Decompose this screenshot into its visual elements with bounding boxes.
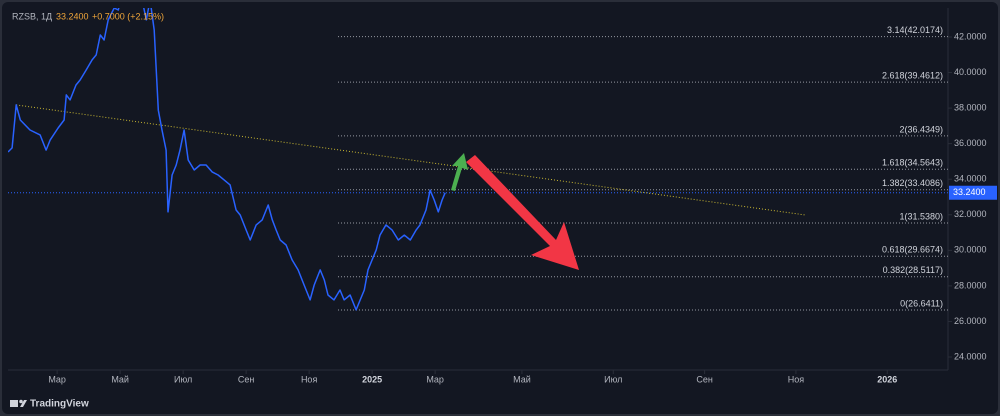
header-price: 33.2400 bbox=[56, 11, 89, 21]
fib-label: 1(31.5380) bbox=[899, 211, 943, 221]
x-tick-label: Ноя bbox=[301, 374, 318, 384]
fib-label: 2(36.4349) bbox=[899, 124, 943, 134]
x-tick-label: 2025 bbox=[362, 374, 382, 384]
y-tick-label: 24.0000 bbox=[954, 351, 987, 361]
price-line bbox=[8, 8, 446, 311]
x-tick-label: Май bbox=[111, 374, 129, 384]
header-change: +0.7000 (+2.15%) bbox=[92, 11, 164, 21]
fib-label: 1.618(34.5643) bbox=[882, 158, 943, 168]
fib-label: 1.382(33.4086) bbox=[882, 178, 943, 188]
x-tick-label: Июл bbox=[604, 374, 622, 384]
x-tick-label: Мар bbox=[48, 374, 66, 384]
x-tick-label: Мар bbox=[426, 374, 444, 384]
plot-area bbox=[8, 8, 948, 311]
fib-label: 0(26.6411) bbox=[900, 298, 943, 308]
trendline bbox=[16, 104, 806, 216]
y-tick-label: 28.0000 bbox=[954, 280, 987, 290]
x-tick-label: Ноя bbox=[788, 374, 805, 384]
logo bbox=[10, 399, 27, 407]
x-tick-label: Июл bbox=[174, 374, 192, 384]
y-tick-label: 38.0000 bbox=[954, 102, 987, 112]
price-badge bbox=[949, 185, 997, 200]
y-tick-label: 32.0000 bbox=[954, 209, 987, 219]
symbol: RZSB, 1Д bbox=[12, 11, 52, 21]
x-tick-label: Сен bbox=[696, 374, 713, 384]
fib-label: 0.382(28.5117) bbox=[883, 265, 943, 275]
y-tick-label: 42.0000 bbox=[954, 31, 987, 41]
fib-label: 0.618(29.6674) bbox=[882, 245, 943, 255]
y-tick-label: 26.0000 bbox=[954, 316, 987, 326]
y-tick-label: 40.0000 bbox=[954, 67, 987, 77]
y-tick-label: 34.0000 bbox=[954, 174, 987, 184]
brand: TradingView bbox=[30, 399, 89, 410]
x-tick-label: Май bbox=[513, 374, 531, 384]
x-tick-label: 2026 bbox=[877, 374, 897, 384]
green-arrow bbox=[451, 153, 468, 191]
fib-label: 3.14(42.0174) bbox=[887, 25, 943, 35]
price-badge-label: 33.2400 bbox=[953, 187, 986, 197]
y-tick-label: 36.0000 bbox=[954, 138, 987, 148]
x-tick-label: Сен bbox=[238, 374, 255, 384]
red-arrow bbox=[466, 155, 579, 270]
fib-label: 2.618(39.4612) bbox=[882, 70, 943, 80]
y-tick-label: 30.0000 bbox=[954, 245, 987, 255]
